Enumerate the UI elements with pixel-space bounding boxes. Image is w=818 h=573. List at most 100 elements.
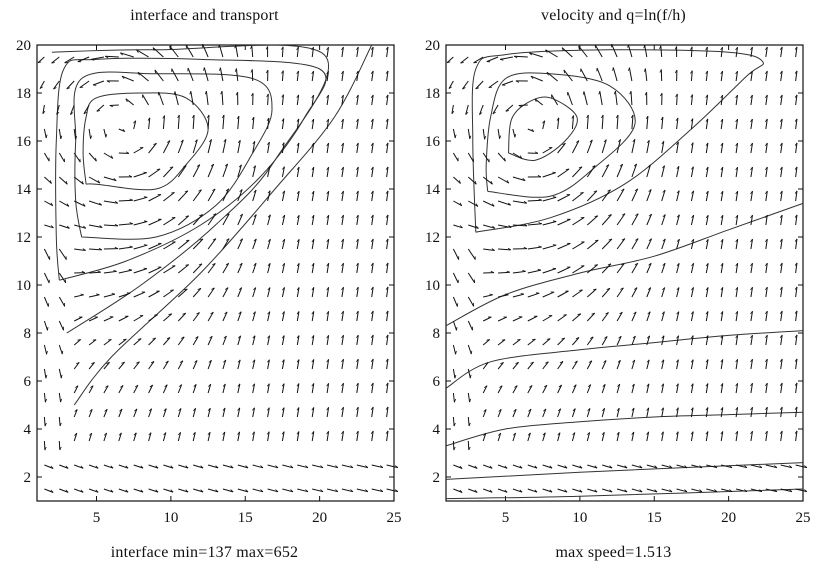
velocity-arrowhead [44, 422, 47, 427]
velocity-arrow [133, 488, 144, 493]
velocity-arrowhead [267, 166, 271, 170]
velocity-arrow [780, 94, 783, 106]
velocity-arrowhead [178, 408, 182, 412]
velocity-arrow [73, 200, 86, 207]
velocity-arrowhead [356, 46, 359, 51]
velocity-arrowhead [180, 139, 184, 143]
velocity-arrow [281, 166, 285, 178]
velocity-arrow [103, 176, 117, 182]
velocity-arrow [557, 384, 563, 394]
velocity-arrow [341, 488, 354, 493]
velocity-arrow [267, 93, 269, 106]
velocity-arrowhead [705, 383, 709, 387]
velocity-arrow [527, 315, 538, 322]
velocity-arrowhead [523, 223, 528, 227]
velocity-arrow [311, 215, 315, 226]
velocity-arrow [192, 432, 196, 442]
velocity-arrow [311, 47, 314, 58]
velocity-arrowhead [589, 139, 593, 143]
velocity-arrow [542, 147, 553, 154]
velocity-arrow [281, 239, 286, 250]
velocity-arrowhead [385, 214, 389, 218]
velocity-arrowhead [690, 359, 694, 363]
velocity-arrow [281, 142, 285, 154]
velocity-arrowhead [129, 245, 133, 248]
velocity-arrowhead [750, 142, 753, 147]
velocity-arrowhead [326, 142, 329, 147]
velocity-arrow [720, 71, 724, 82]
velocity-arrowhead [794, 166, 798, 170]
velocity-arrow [705, 239, 709, 250]
velocity-arrow [88, 488, 99, 493]
velocity-arrow [356, 311, 359, 322]
velocity-arrow [616, 114, 619, 130]
velocity-arrow [676, 431, 679, 442]
velocity-arrow [646, 407, 650, 418]
velocity-arrow [296, 191, 300, 202]
velocity-arrow [616, 488, 628, 493]
velocity-arrow [453, 176, 461, 184]
velocity-arrowhead [662, 214, 666, 218]
velocity-arrowhead [720, 263, 724, 267]
velocity-arrowhead [705, 311, 709, 315]
velocity-arrow [557, 464, 568, 469]
velocity-arrowhead [519, 489, 523, 493]
velocity-arrow [705, 335, 709, 346]
velocity-arrowhead [699, 465, 703, 469]
velocity-arrowhead [65, 180, 68, 185]
velocity-arrow [341, 431, 344, 442]
velocity-arrowhead [282, 238, 286, 243]
velocity-arrowhead [571, 115, 574, 119]
contour-line [55, 57, 327, 281]
velocity-arrowhead [90, 59, 95, 61]
velocity-arrowhead [690, 335, 694, 339]
velocity-arrow [371, 142, 374, 154]
velocity-arrow [133, 361, 140, 370]
velocity-arrow [51, 56, 60, 64]
velocity-arrowhead [170, 289, 174, 291]
velocity-arrowhead [385, 190, 389, 194]
velocity-arrow [765, 431, 768, 442]
velocity-arrowhead [615, 114, 619, 119]
velocity-arrowhead [121, 75, 125, 80]
velocity-arrowhead [370, 70, 374, 74]
velocity-arrowhead [356, 190, 359, 195]
velocity-arrowhead [326, 214, 330, 219]
velocity-arrow [795, 190, 798, 202]
velocity-arrow [207, 188, 216, 202]
velocity-arrowhead [523, 246, 528, 249]
velocity-arrow [43, 128, 47, 139]
velocity-arrow [148, 290, 160, 298]
velocity-arrowhead [804, 489, 808, 492]
velocity-arrow [765, 118, 768, 130]
velocity-arrow [192, 360, 198, 370]
velocity-arrow [386, 406, 389, 418]
velocity-arrow [567, 91, 573, 106]
velocity-arrowhead [91, 362, 95, 365]
velocity-arrow [222, 163, 229, 178]
velocity-arrow [735, 287, 739, 298]
velocity-arrow [386, 382, 389, 394]
velocity-arrowhead [489, 293, 493, 296]
velocity-arrow [690, 46, 693, 58]
velocity-arrowhead [661, 383, 664, 387]
velocity-arrow [512, 316, 523, 322]
velocity-arrow [92, 80, 105, 86]
velocity-arrow [601, 263, 612, 274]
velocity-arrow [690, 263, 695, 274]
velocity-arrow [661, 311, 665, 322]
velocity-arrow [497, 432, 502, 442]
velocity-arrow [133, 172, 147, 178]
velocity-arrowhead [593, 190, 598, 193]
velocity-arrow [281, 287, 285, 298]
velocity-arrow [136, 49, 149, 58]
velocity-arrowhead [212, 188, 216, 192]
velocity-arrow [120, 52, 134, 58]
velocity-arrow [497, 176, 510, 184]
velocity-arrowhead [179, 360, 184, 363]
velocity-arrow [479, 104, 484, 115]
velocity-arrow [252, 214, 257, 226]
velocity-arrow [152, 47, 164, 58]
velocity-arrow [58, 320, 64, 331]
velocity-arrowhead [518, 105, 523, 108]
